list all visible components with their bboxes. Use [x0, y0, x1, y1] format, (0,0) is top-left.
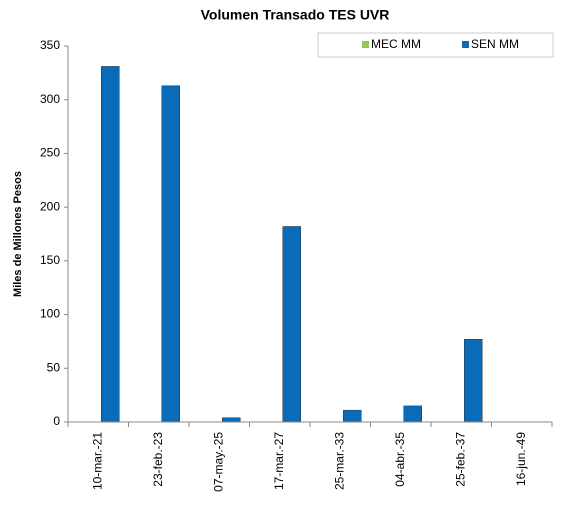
y-tick-label: 350	[40, 38, 60, 52]
y-tick-label: 100	[40, 307, 60, 321]
x-tick-label: 25-feb.-37	[453, 432, 467, 487]
x-tick-label: 07-may.-25	[211, 432, 225, 492]
legend-label: MEC MM	[371, 37, 421, 51]
y-axis-title: Miles de Millones Pesos	[12, 171, 24, 297]
y-tick-label: 300	[40, 92, 60, 106]
bar	[282, 226, 301, 423]
x-tick-label: 17-mar.-27	[272, 432, 286, 490]
legend-swatch	[462, 41, 469, 48]
x-tick-label: 16-jun.-49	[514, 432, 528, 486]
y-tick-label: 250	[40, 146, 60, 160]
y-tick-label: 0	[53, 414, 60, 428]
bar	[222, 417, 241, 423]
bar	[101, 66, 120, 423]
y-tick-label: 200	[40, 199, 60, 213]
legend-label: SEN MM	[471, 37, 519, 51]
bar	[464, 339, 483, 423]
chart-title: Volumen Transado TES UVR	[201, 7, 390, 23]
bar	[403, 405, 422, 423]
bar	[343, 409, 362, 423]
x-tick-label: 04-abr.-35	[393, 432, 407, 487]
legend-swatch	[362, 41, 369, 48]
x-tick-label: 10-mar.-21	[90, 432, 104, 490]
legend-box	[317, 32, 554, 58]
x-tick-label: 23-feb.-23	[151, 432, 165, 487]
bar	[161, 85, 180, 423]
y-tick-label: 150	[40, 253, 60, 267]
x-tick-label: 25-mar.-33	[332, 432, 346, 490]
y-tick-label: 50	[47, 360, 61, 374]
